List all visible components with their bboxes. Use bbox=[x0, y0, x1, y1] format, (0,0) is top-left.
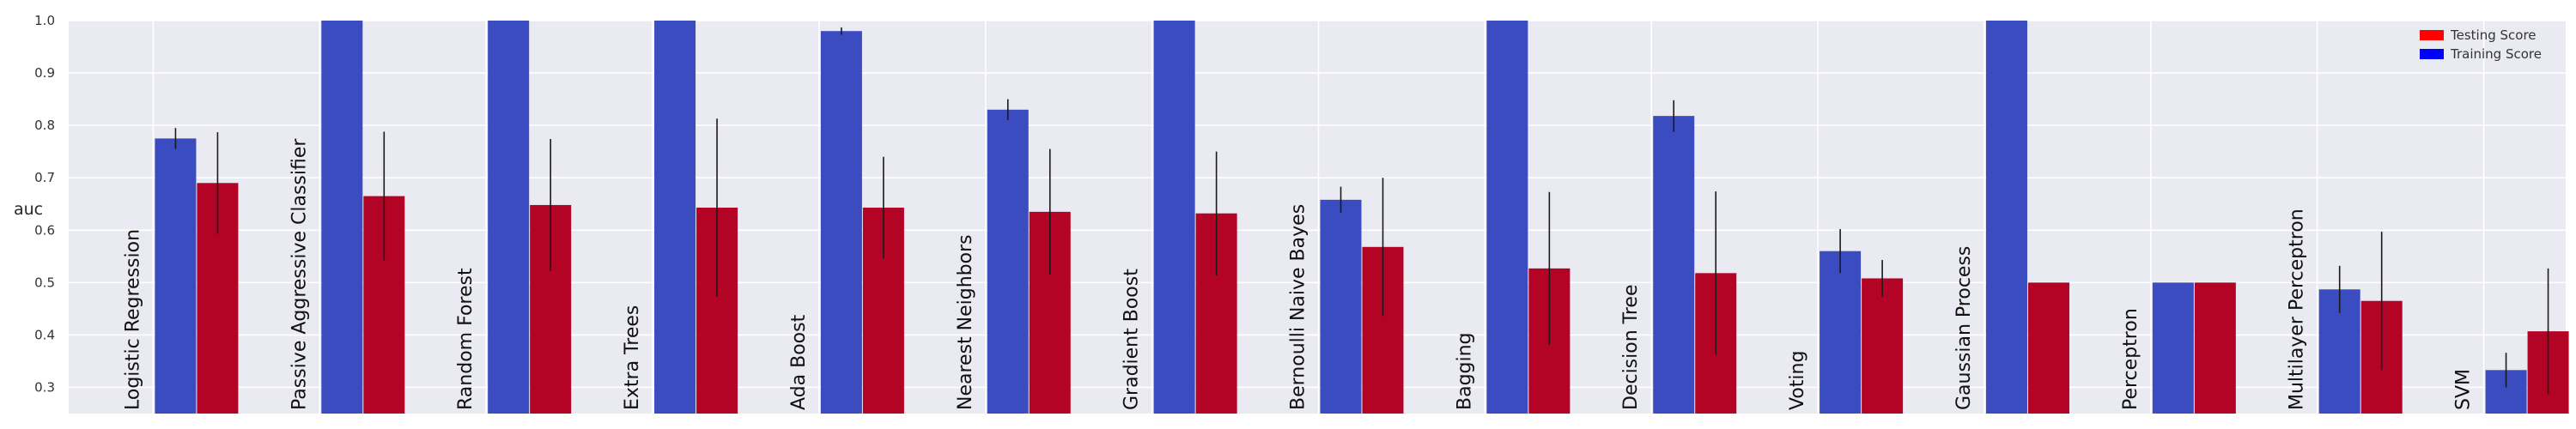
category-label: Nearest Neighbors bbox=[955, 234, 976, 410]
testing-score-bar bbox=[1862, 278, 1904, 414]
testing-score-bar bbox=[2194, 282, 2236, 414]
training-score-bar bbox=[2152, 282, 2194, 414]
training-score-bar bbox=[321, 21, 363, 414]
legend-label: Testing Score bbox=[2450, 27, 2537, 43]
category-label: Multilayer Perceptron bbox=[2287, 208, 2308, 410]
training-score-bar bbox=[1653, 116, 1695, 414]
y-tick-label: 0.5 bbox=[34, 275, 55, 290]
category-label: Bernoulli Naive Bayes bbox=[1288, 204, 1309, 410]
legend: Testing Score Training Score bbox=[2420, 27, 2542, 62]
legend-label: Training Score bbox=[2450, 46, 2542, 62]
y-axis-label: auc bbox=[14, 200, 43, 219]
category-label: Random Forest bbox=[455, 268, 477, 410]
category-label: Gaussian Process bbox=[1953, 246, 1975, 410]
legend-swatch bbox=[2420, 49, 2444, 59]
y-axis-ticks: 0.3 0.4 0.5 0.6 0.7 0.8 0.9 1.0 bbox=[34, 13, 55, 395]
y-tick-label: 0.6 bbox=[34, 222, 55, 238]
y-tick-label: 0.7 bbox=[34, 170, 55, 185]
y-tick-label: 0.4 bbox=[34, 327, 55, 342]
training-score-bar bbox=[820, 31, 862, 414]
category-label: SVM bbox=[2453, 369, 2475, 410]
training-score-bar bbox=[987, 109, 1029, 414]
training-score-bar bbox=[1820, 251, 1862, 414]
category-label: Bagging bbox=[1454, 332, 1475, 410]
category-label: Logistic Regression bbox=[122, 229, 143, 410]
category-label: Decision Tree bbox=[1620, 285, 1642, 411]
category-label: Extra Trees bbox=[622, 305, 643, 410]
y-tick-label: 0.9 bbox=[34, 65, 55, 81]
training-score-bar bbox=[654, 21, 696, 414]
training-score-bar bbox=[1320, 199, 1362, 414]
category-label: Voting bbox=[1787, 351, 1808, 410]
training-score-bar bbox=[1985, 21, 2027, 414]
category-label: Gradient Boost bbox=[1121, 269, 1143, 410]
testing-score-bar bbox=[2027, 282, 2069, 414]
error-bars bbox=[174, 27, 2549, 395]
grid-lines bbox=[69, 20, 2566, 414]
training-score-bar bbox=[155, 138, 197, 414]
y-tick-label: 0.3 bbox=[34, 379, 55, 395]
y-tick-label: 1.0 bbox=[34, 13, 55, 28]
y-tick-label: 0.8 bbox=[34, 118, 55, 133]
category-label: Perceptron bbox=[2120, 308, 2142, 410]
legend-swatch bbox=[2420, 30, 2444, 40]
training-score-bar bbox=[1486, 21, 1528, 414]
category-label: Passive Aggressive Classifier bbox=[289, 138, 310, 410]
training-score-bar bbox=[488, 21, 530, 414]
plot-background bbox=[69, 21, 2566, 414]
training-score-bar bbox=[1153, 21, 1195, 414]
category-label: Ada Boost bbox=[788, 314, 810, 410]
category-labels: Logistic Regression Passive Aggressive Cl… bbox=[122, 138, 2474, 410]
